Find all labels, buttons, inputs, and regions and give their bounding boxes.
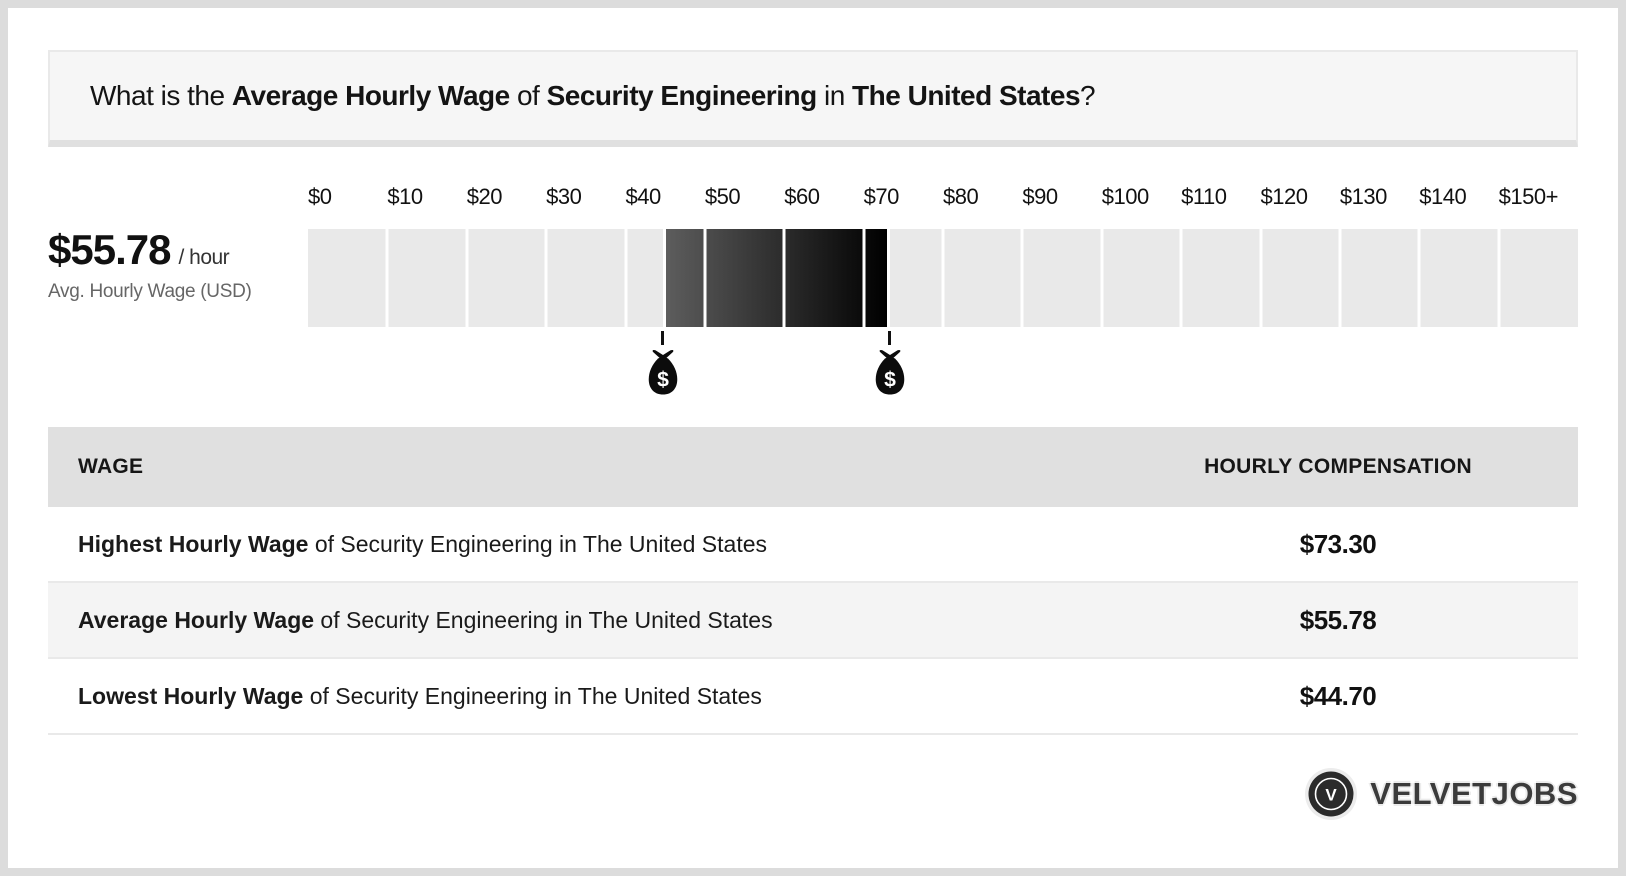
- hourly-compensation-value: $55.78: [1299, 604, 1377, 635]
- svg-text:$: $: [884, 369, 896, 392]
- low-wage-marker: $: [644, 331, 682, 395]
- axis-tick-label: $80: [943, 184, 979, 209]
- segment-gap: [1179, 229, 1183, 327]
- segment-gap: [1100, 229, 1104, 327]
- average-wage-amount: $55.78: [48, 226, 171, 273]
- segment-gap: [1417, 229, 1421, 327]
- page-title: What is the Average Hourly Wage of Secur…: [90, 80, 1096, 112]
- axis-tick-label: $110: [1181, 184, 1227, 209]
- low-tick-dash: [661, 331, 665, 345]
- segment-gap: [624, 229, 627, 327]
- segment-gap: [862, 229, 866, 327]
- segment-gap: [465, 229, 469, 327]
- wage-table: WAGE HOURLY COMPENSATION Highest Hourly …: [48, 427, 1578, 735]
- highlight-range: [662, 229, 890, 327]
- wage-description-bold: Highest Hourly Wage: [78, 530, 309, 557]
- axis-tick-label: $90: [1022, 184, 1058, 209]
- scale-bar: [308, 229, 1578, 327]
- axis-tick-label: $40: [625, 184, 662, 209]
- wage-description-cell: Highest Hourly Wage of Security Engineer…: [78, 530, 768, 557]
- wage-chart-section: $55.78 / hour Avg. Hourly Wage (USD) $0 $…: [48, 183, 1578, 399]
- axis-tick-label: $140: [1419, 184, 1467, 209]
- table-row: Highest Hourly Wage of Security Engineer…: [48, 507, 1578, 583]
- infographic-card: What is the Average Hourly Wage of Secur…: [8, 8, 1618, 868]
- title-bold-segment: The United States: [852, 80, 1081, 111]
- table-header-row: WAGE HOURLY COMPENSATION: [48, 427, 1578, 507]
- axis-tick-label: $10: [387, 184, 423, 209]
- brand-name: VELVETJOBS: [1370, 776, 1578, 811]
- wage-description-bold: Average Hourly Wage: [78, 606, 315, 633]
- hourly-compensation-column-header: HOURLY COMPENSATION: [1204, 455, 1472, 478]
- segment-gap: [1338, 229, 1342, 327]
- wage-description-cell: Average Hourly Wage of Security Engineer…: [78, 606, 773, 633]
- average-wage-panel: $55.78 / hour Avg. Hourly Wage (USD): [48, 183, 308, 399]
- high-tick-dash: [888, 331, 892, 345]
- svg-text:V: V: [1326, 786, 1338, 805]
- table-row: Average Hourly Wage of Security Engineer…: [48, 583, 1578, 659]
- per-hour-label: / hour: [178, 246, 230, 269]
- axis-tick-label: $120: [1260, 184, 1308, 209]
- segment-gap: [941, 229, 945, 327]
- hourly-compensation-value: $44.70: [1299, 680, 1377, 711]
- hourly-compensation-value: $73.30: [1299, 528, 1377, 559]
- title-segment: What is the: [90, 80, 232, 111]
- wage-description-cell: Lowest Hourly Wage of Security Engineeri…: [78, 682, 762, 709]
- money-bag-icon: $: [648, 349, 678, 395]
- table-row: Lowest Hourly Wage of Security Engineeri…: [48, 659, 1578, 735]
- axis-tick-label: $30: [546, 184, 582, 209]
- wage-description-bold: Lowest Hourly Wage: [78, 682, 304, 709]
- title-bold-segment: Security Engineering: [546, 80, 818, 111]
- segment-gap: [703, 229, 707, 327]
- range-markers: $ $: [308, 327, 1578, 399]
- segment-gap: [1259, 229, 1262, 327]
- title-box: What is the Average Hourly Wage of Secur…: [48, 50, 1578, 147]
- axis-tick-label: $60: [784, 184, 820, 209]
- segment-gap: [782, 229, 786, 327]
- axis-tick-label: $130: [1339, 184, 1387, 209]
- wage-scale-chart: $0 $10 $20 $30 $40 $50 $60 $70 $80 $90 $100 $110 $12…: [308, 183, 1578, 399]
- high-wage-marker: $: [871, 331, 909, 395]
- axis-tick-label: $0: [308, 184, 332, 209]
- axis-tick-label: $70: [863, 184, 900, 209]
- segment-gap: [385, 229, 389, 327]
- axis-tick-label: $150+: [1498, 184, 1559, 209]
- title-segment: in: [816, 80, 853, 111]
- average-wage-caption: Avg. Hourly Wage (USD): [48, 281, 252, 302]
- axis-labels: $0 $10 $20 $30 $40 $50 $60 $70 $80 $90 $100 $110 $12…: [308, 183, 1578, 211]
- segment-gap: [1020, 229, 1024, 327]
- velvetjobs-logo-icon: V: [1305, 768, 1358, 820]
- svg-text:$: $: [657, 369, 669, 392]
- title-segment: ?: [1080, 80, 1096, 111]
- axis-tick-label: $50: [704, 184, 741, 209]
- title-segment: of: [509, 80, 547, 111]
- segment-gap: [1497, 229, 1501, 327]
- segment-gap: [544, 229, 548, 327]
- table-body: Highest Hourly Wage of Security Engineer…: [48, 507, 1578, 735]
- wage-column-header: WAGE: [78, 455, 144, 478]
- title-bold-segment: Average Hourly Wage: [231, 80, 510, 111]
- axis-tick-label: $20: [466, 184, 503, 209]
- axis-tick-label: $100: [1101, 184, 1149, 209]
- footer: V VELVETJOBS: [48, 767, 1578, 821]
- money-bag-icon: $: [875, 349, 905, 395]
